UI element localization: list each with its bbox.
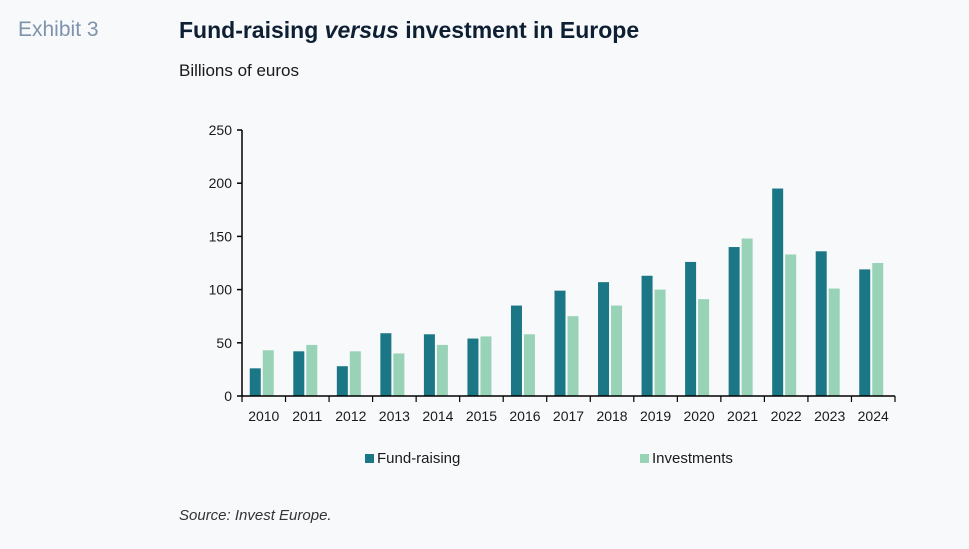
bar-investments-2020 — [698, 299, 710, 396]
bar-fund-raising-2023 — [815, 251, 827, 396]
bar-investments-2010 — [262, 350, 274, 396]
y-tick-label: 0 — [224, 388, 232, 404]
x-tick-label: 2015 — [466, 408, 497, 424]
bar-fund-raising-2020 — [685, 261, 697, 396]
bar-fund-raising-2012 — [336, 366, 348, 396]
x-tick-label: 2017 — [553, 408, 584, 424]
chart-title: Fund-raising versus investment in Europe — [179, 17, 639, 44]
x-tick-label: 2014 — [422, 408, 453, 424]
legend-item-fund-raising: Fund-raising — [365, 450, 460, 467]
bar-fund-raising-2019 — [641, 275, 653, 396]
legend-swatch-fund-raising — [365, 454, 374, 463]
y-tick-label: 50 — [216, 335, 232, 351]
y-tick-label: 100 — [209, 282, 233, 298]
bar-investments-2012 — [349, 351, 361, 396]
bar-investments-2011 — [306, 344, 318, 396]
bar-investments-2017 — [567, 316, 579, 396]
title-part-1: Fund-raising — [179, 17, 325, 43]
x-tick-label: 2021 — [727, 408, 758, 424]
x-tick-label: 2010 — [248, 408, 279, 424]
bar-investments-2022 — [785, 254, 797, 396]
bar-investments-2016 — [523, 334, 535, 396]
bar-fund-raising-2013 — [380, 333, 392, 396]
x-tick-label: 2022 — [771, 408, 802, 424]
bar-investments-2018 — [611, 305, 623, 396]
bar-investments-2021 — [741, 238, 753, 396]
y-tick-label: 250 — [209, 122, 233, 138]
title-emphasis: versus — [324, 17, 399, 43]
legend-swatch-investments — [640, 454, 649, 463]
bar-fund-raising-2010 — [249, 368, 261, 396]
bar-fund-raising-2017 — [554, 290, 566, 396]
x-tick-label: 2020 — [684, 408, 715, 424]
chart-subtitle: Billions of euros — [179, 61, 300, 80]
legend-label-investments: Investments — [652, 450, 733, 467]
bar-fund-raising-2024 — [859, 269, 871, 396]
bar-fund-raising-2011 — [293, 351, 305, 396]
legend-label-fund-raising: Fund-raising — [377, 450, 461, 467]
x-tick-label: 2013 — [379, 408, 410, 424]
x-tick-label: 2018 — [596, 408, 627, 424]
bar-fund-raising-2021 — [728, 247, 740, 396]
source-note: Source: Invest Europe. — [179, 507, 332, 524]
x-tick-label: 2019 — [640, 408, 671, 424]
bar-investments-2024 — [872, 263, 884, 396]
x-tick-label: 2016 — [509, 408, 540, 424]
bar-fund-raising-2016 — [510, 305, 522, 396]
title-part-2: investment in Europe — [398, 17, 640, 43]
legend-item-investments: Investments — [640, 450, 733, 467]
bar-fund-raising-2022 — [772, 188, 784, 396]
bar-fund-raising-2014 — [423, 334, 435, 396]
y-tick-label: 150 — [209, 228, 233, 244]
x-tick-label: 2012 — [335, 408, 366, 424]
bar-fund-raising-2015 — [467, 338, 479, 396]
bar-investments-2015 — [480, 336, 492, 396]
bar-investments-2014 — [436, 344, 448, 396]
bar-investments-2023 — [828, 288, 840, 396]
bar-investments-2019 — [654, 289, 666, 396]
exhibit-label: Exhibit 3 — [18, 18, 99, 41]
y-tick-label: 200 — [209, 175, 233, 191]
x-tick-label: 2011 — [292, 408, 322, 424]
x-tick-label: 2023 — [814, 408, 845, 424]
bar-fund-raising-2018 — [598, 282, 610, 396]
x-tick-label: 2024 — [858, 408, 889, 424]
bar-investments-2013 — [393, 353, 405, 396]
